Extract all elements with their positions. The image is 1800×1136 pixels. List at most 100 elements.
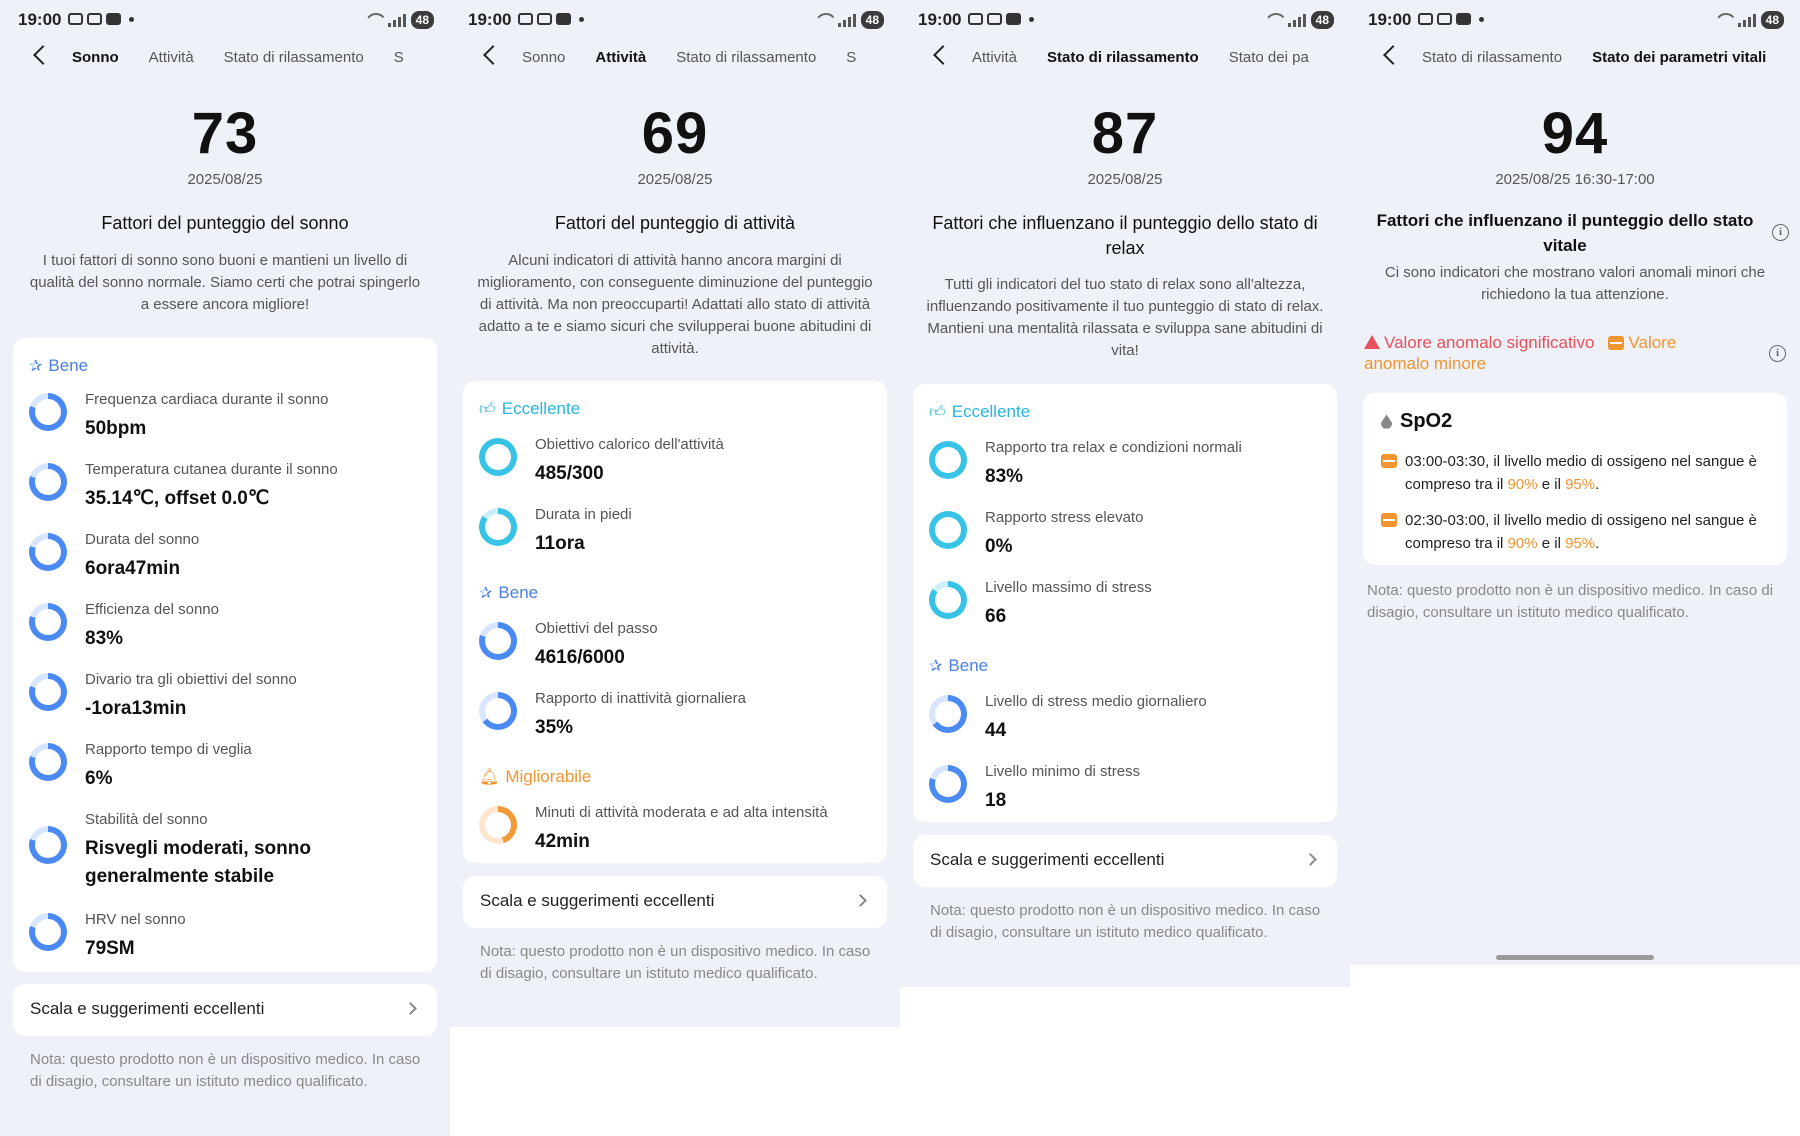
- tab-next[interactable]: S: [846, 49, 857, 66]
- tab-sonno[interactable]: Sonno: [522, 49, 566, 66]
- section-description: I tuoi fattori di sonno sono buoni e man…: [29, 252, 421, 313]
- thumbs-up-icon: 👍︎: [929, 403, 946, 421]
- group-migliorabile: 🔔︎ Migliorabile: [479, 767, 591, 787]
- legend-major: Valore anomalo significativo: [1384, 333, 1595, 352]
- info-icon[interactable]: i: [1769, 345, 1786, 362]
- ring-icon: [29, 743, 67, 781]
- tab-attivita[interactable]: Attività: [148, 49, 194, 66]
- wifi-icon: [1265, 13, 1283, 27]
- ring-icon: [29, 603, 67, 641]
- section-title: Fattori che influenzano il punteggio del…: [1376, 211, 1754, 255]
- score-date: 2025/08/25: [187, 171, 263, 188]
- notification-icons: [1418, 13, 1484, 25]
- item-label: Rapporto stress elevato: [985, 509, 1144, 526]
- back-arrow-icon[interactable]: [933, 45, 953, 65]
- section-description: Ci sono indicatori che mostrano valori a…: [1384, 264, 1766, 303]
- scale-suggestions-link[interactable]: Scala e suggerimenti eccellenti: [913, 835, 1337, 887]
- item-value: -1ora13min: [85, 698, 187, 719]
- item-label: Durata del sonno: [85, 531, 200, 548]
- spo2-entry: 02:30-03:00, il livello medio di ossigen…: [1381, 509, 1769, 555]
- item-value: 83%: [85, 628, 124, 649]
- tab-parametri-vitali[interactable]: Stato dei pa: [1228, 49, 1309, 66]
- score-value: 94: [1541, 101, 1609, 166]
- ring-icon: [29, 463, 67, 501]
- battery-icon: 48: [410, 11, 434, 29]
- item-value: 42min: [535, 831, 590, 852]
- section-description: Tutti gli indicatori del tuo stato di re…: [926, 276, 1324, 359]
- drop-icon: [1381, 414, 1392, 429]
- warning-icon: [1364, 335, 1380, 349]
- tab-attivita[interactable]: Attività: [595, 49, 647, 66]
- back-arrow-icon[interactable]: [1383, 45, 1403, 65]
- status-bar: 19:00 48: [1350, 0, 1800, 40]
- home-indicator[interactable]: [1496, 955, 1654, 960]
- group-bene: ✰ Bene: [479, 583, 538, 603]
- item-label: HRV nel sonno: [85, 911, 186, 928]
- link-label: Scala e suggerimenti eccellenti: [480, 891, 715, 910]
- signal-icon: [387, 13, 406, 27]
- group-label: Eccellente: [501, 399, 581, 418]
- item-value: Risvegli moderati, sonno generalmente st…: [85, 838, 311, 887]
- group-eccellente: 👍︎ Eccellente: [479, 399, 580, 419]
- item-label: Rapporto tra relax e condizioni normali: [985, 439, 1242, 456]
- info-icon[interactable]: i: [1772, 224, 1789, 241]
- item-value: 11ora: [535, 533, 585, 554]
- status-bar: 19:00 48: [0, 0, 450, 40]
- group-label: Bene: [48, 356, 89, 375]
- ring-icon: [29, 673, 67, 711]
- score-date: 2025/08/25: [637, 171, 713, 188]
- top-nav: Stato di rilassamento Stato dei parametri…: [1350, 40, 1800, 80]
- system-icons: 48: [815, 11, 884, 29]
- star-hand-icon: ✰: [29, 358, 43, 375]
- back-arrow-icon[interactable]: [483, 45, 503, 65]
- back-arrow-icon[interactable]: [33, 45, 53, 65]
- pulse-icon: [1381, 513, 1397, 527]
- group-bene: ✰ Bene: [29, 356, 88, 376]
- item-label: Livello massimo di stress: [985, 579, 1152, 596]
- item-label: Stabilità del sonno: [85, 811, 208, 828]
- score-value: 69: [641, 101, 709, 166]
- group-label: Eccellente: [951, 402, 1031, 421]
- group-label: Bene: [948, 656, 989, 675]
- item-value: 66: [985, 606, 1007, 627]
- item-value: 83%: [985, 466, 1024, 487]
- notification-icons: [68, 13, 134, 25]
- status-time: 19:00: [918, 10, 962, 29]
- score-date: 2025/08/25 16:30-17:00: [1495, 171, 1655, 188]
- wifi-icon: [365, 13, 383, 27]
- scale-suggestions-link[interactable]: Scala e suggerimenti eccellenti: [463, 876, 887, 928]
- signal-icon: [1737, 13, 1756, 27]
- scale-suggestions-link[interactable]: Scala e suggerimenti eccellenti: [13, 984, 437, 1036]
- score-value: 73: [191, 101, 259, 166]
- tab-sonno[interactable]: Sonno: [72, 49, 119, 66]
- tab-rilassamento[interactable]: Stato di rilassamento: [223, 49, 364, 66]
- spo2-entry: 03:00-03:30, il livello medio di ossigen…: [1381, 450, 1769, 496]
- chevron-right-icon: [1304, 853, 1317, 866]
- section-description: Alcuni indicatori di attività hanno anco…: [477, 252, 873, 357]
- ring-icon: [479, 438, 517, 476]
- ring-icon: [929, 581, 967, 619]
- item-label: Livello minimo di stress: [985, 763, 1141, 780]
- tab-rilassamento[interactable]: Stato di rilassamento: [1047, 49, 1199, 66]
- tab-rilassamento[interactable]: Stato di rilassamento: [1422, 49, 1563, 66]
- pulse-icon: [1608, 336, 1625, 350]
- status-time: 19:00: [468, 10, 512, 29]
- tab-next[interactable]: S: [393, 49, 404, 66]
- notification-icons: [518, 13, 584, 25]
- ring-icon: [479, 622, 517, 660]
- item-label: Rapporto di inattività giornaliera: [535, 690, 746, 707]
- medical-note: Nota: questo prodotto non è un dispositi…: [930, 902, 1321, 941]
- ring-icon: [929, 765, 967, 803]
- item-value: 50bpm: [85, 418, 147, 439]
- tab-parametri-vitali[interactable]: Stato dei parametri vitali: [1592, 49, 1767, 66]
- section-title: Fattori del punteggio di attività: [554, 213, 796, 233]
- tab-rilassamento[interactable]: Stato di rilassamento: [676, 49, 817, 66]
- system-icons: 48: [1265, 11, 1334, 29]
- item-value: 0%: [985, 536, 1013, 557]
- ring-icon: [479, 692, 517, 730]
- ring-icon: [929, 511, 967, 549]
- tab-attivita[interactable]: Attività: [972, 49, 1018, 66]
- group-eccellente: 👍︎ Eccellente: [929, 402, 1030, 422]
- legend-minor: Valore: [1628, 333, 1677, 352]
- item-label: Obiettivo calorico dell'attività: [535, 436, 724, 453]
